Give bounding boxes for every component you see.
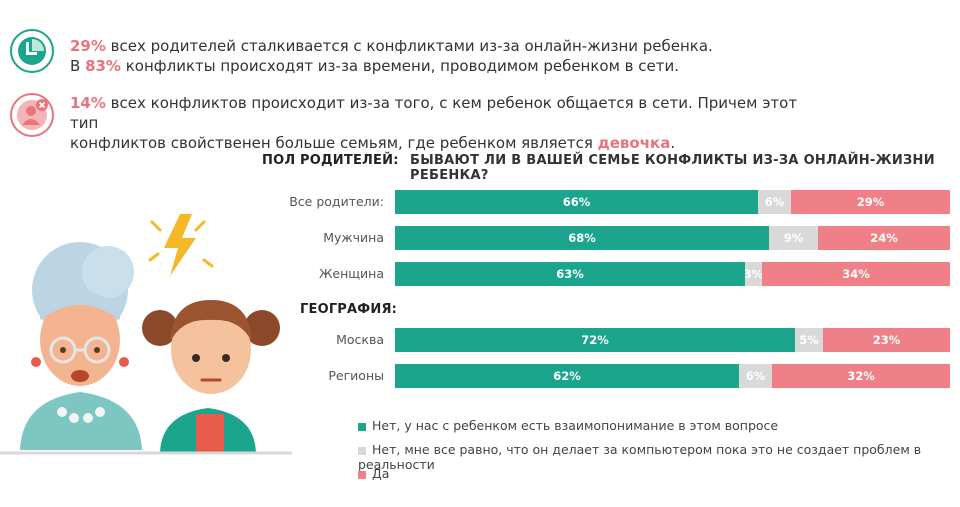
legend: Нет, у нас с ребенком есть взаимопониман…: [358, 418, 960, 488]
bar-segment-1: 66%: [395, 190, 758, 214]
fact-1: 29% всех родителей сталкивается с конфли…: [70, 36, 770, 76]
bar-segment-1: 72%: [395, 328, 795, 352]
fact-1-line-1: 29% всех родителей сталкивается с конфли…: [70, 36, 770, 56]
bar-segment-3: 32%: [772, 364, 950, 388]
fact-2-line-1: 14% всех конфликтов происходит из-за тог…: [70, 93, 830, 133]
legend-label-1: Нет, у нас с ребенком есть взаимопониман…: [372, 418, 779, 433]
data-label: 34%: [842, 267, 870, 281]
bar-segment-1: 68%: [395, 226, 769, 250]
row-label: Все родители:: [289, 194, 384, 209]
fact-1-percent: 29%: [70, 37, 106, 55]
bar-row: 72% 5% 23%: [395, 328, 950, 352]
fact-1-text: всех родителей сталкивается с конфликтам…: [105, 37, 713, 55]
girl-illustration: [142, 300, 280, 452]
user-blocked-icon: [10, 93, 54, 137]
data-label: 32%: [847, 369, 875, 383]
fact-2-emphasis: девочка: [597, 134, 671, 152]
fact-2-percent: 14%: [70, 94, 106, 112]
data-label: 62%: [553, 369, 581, 383]
legend-item-2: Нет, мне все равно, что он делает за ком…: [358, 442, 960, 472]
data-label: 6%: [764, 195, 785, 209]
bar-segment-2: 6%: [739, 364, 772, 388]
fact-1-percent-2: 83%: [85, 57, 121, 75]
fact-2-line-2: конфликтов свойственен больше семьям, гд…: [70, 133, 830, 153]
legend-label-2: Нет, мне все равно, что он делает за ком…: [358, 442, 922, 472]
fact-1-line2-text: конфликты происходят из-за времени, пров…: [120, 57, 680, 75]
fact-2-line2-end: .: [670, 134, 676, 152]
legend-item-3: Да: [358, 466, 960, 488]
bar-segment-2: 3%: [745, 262, 762, 286]
grandmother-illustration: [20, 242, 142, 450]
row-label: Мужчина: [323, 230, 384, 245]
data-label: 9%: [783, 231, 804, 245]
fact-2-text: всех конфликтов происходит из-за того, с…: [70, 94, 798, 132]
section-label-gender: ПОЛ РОДИТЕЛЕЙ:: [262, 153, 399, 168]
fact-2: 14% всех конфликтов происходит из-за тог…: [70, 93, 830, 153]
bar-segment-1: 62%: [395, 364, 739, 388]
fact-2-line2-text: конфликтов свойственен больше семьям, гд…: [70, 134, 598, 152]
section-label-geography: ГЕОГРАФИЯ:: [300, 302, 398, 317]
illustration: [0, 214, 292, 455]
row-label: Регионы: [328, 368, 384, 383]
data-label: 29%: [856, 195, 885, 209]
chart-title: БЫВАЮТ ЛИ В ВАШЕЙ СЕМЬЕ КОНФЛИКТЫ ИЗ-ЗА …: [410, 153, 935, 183]
data-label: 24%: [870, 231, 898, 245]
bar-segment-2: 5%: [795, 328, 823, 352]
row-label: Женщина: [318, 266, 384, 281]
bar-segment-3: 34%: [762, 262, 950, 286]
bar-segment-3: 23%: [823, 328, 950, 352]
bar-row: 63% 3% 34%: [395, 262, 950, 286]
bar-segment-3: 29%: [791, 190, 950, 214]
data-label: 72%: [581, 333, 609, 347]
data-label: 23%: [872, 333, 901, 347]
legend-label-3: Да: [372, 466, 390, 481]
data-label: 68%: [568, 231, 596, 245]
lightning-icon: [148, 214, 214, 276]
fact-1-line2-prefix: В: [70, 57, 86, 75]
data-label: 3%: [745, 267, 762, 281]
bar-segment-3: 24%: [818, 226, 950, 250]
data-label: 6%: [745, 369, 766, 383]
legend-swatch-1: [358, 422, 366, 431]
bar-row: 62% 6% 32%: [395, 364, 950, 388]
legend-swatch-3: [358, 470, 366, 479]
legend-swatch-2: [358, 446, 366, 455]
bar-row: 66% 6% 29%: [395, 190, 950, 214]
bar-segment-1: 63%: [395, 262, 745, 286]
data-label: 66%: [562, 195, 591, 209]
bar-segment-2: 9%: [769, 226, 818, 250]
data-label: 5%: [799, 333, 819, 347]
legend-item-1: Нет, у нас с ребенком есть взаимопониман…: [358, 418, 960, 440]
data-label: 63%: [556, 267, 584, 281]
bar-segment-2: 6%: [758, 190, 791, 214]
bar-row: 68% 9% 24%: [395, 226, 950, 250]
fact-1-line-2: В 83% конфликты происходят из-за времени…: [70, 56, 770, 76]
clock-icon: [10, 29, 54, 73]
row-label: Москва: [336, 332, 384, 347]
